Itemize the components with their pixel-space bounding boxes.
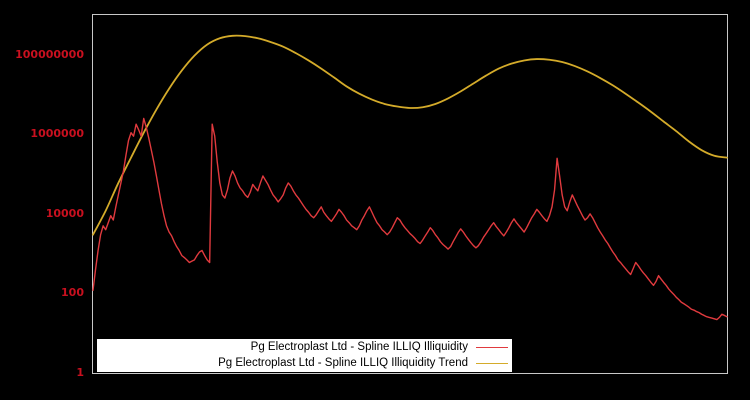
legend[interactable]: Pg Electroplast Ltd - Spline ILLIQ Illiq… xyxy=(97,339,512,372)
y-tick-label: 100000000 xyxy=(15,47,84,61)
legend-item-illiquidity[interactable]: Pg Electroplast Ltd - Spline ILLIQ Illiq… xyxy=(97,339,512,355)
y-tick-label: 10000 xyxy=(45,206,84,220)
legend-label-illiquidity-trend: Pg Electroplast Ltd - Spline ILLIQ Illiq… xyxy=(218,357,468,369)
series-trend-group xyxy=(92,34,728,236)
legend-swatch-trend-icon xyxy=(476,362,508,364)
y-tick-label: 1000000 xyxy=(30,127,84,141)
trend-line-path xyxy=(92,34,728,236)
plot-area xyxy=(92,14,728,374)
legend-label-illiquidity: Pg Electroplast Ltd - Spline ILLIQ Illiq… xyxy=(250,341,468,353)
illiquidity-line-path xyxy=(92,117,728,321)
y-tick-label: 1 xyxy=(76,366,84,379)
legend-item-illiquidity-trend[interactable]: Pg Electroplast Ltd - Spline ILLIQ Illiq… xyxy=(97,355,512,371)
y-tick-label: 100 xyxy=(61,286,84,300)
legend-swatch-illiquidity-icon xyxy=(476,346,508,348)
series-illiq-group xyxy=(92,117,728,321)
